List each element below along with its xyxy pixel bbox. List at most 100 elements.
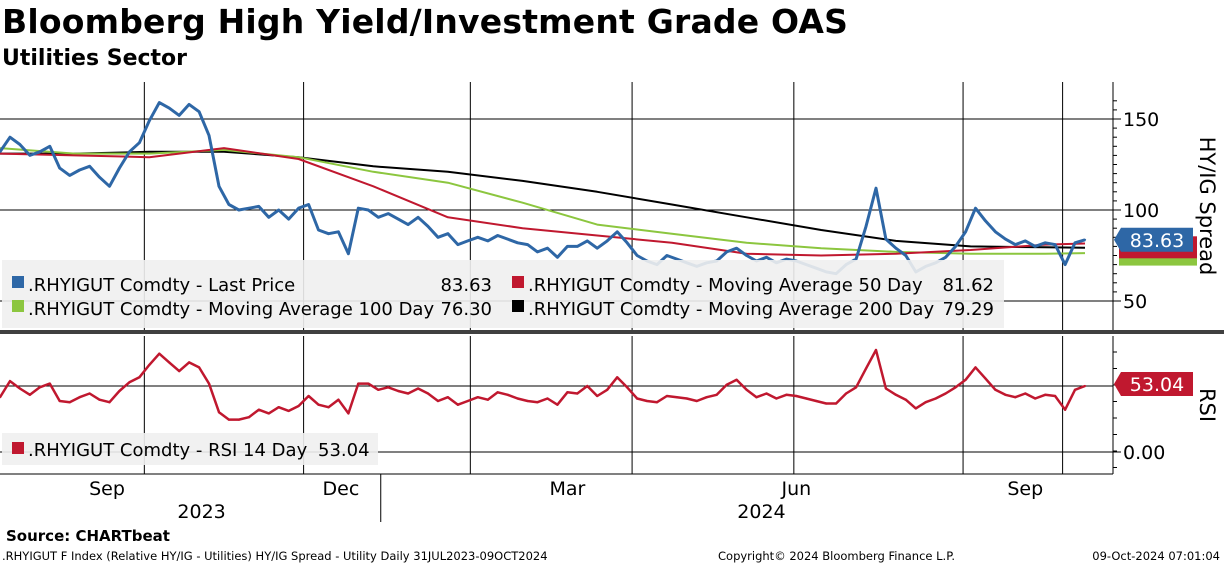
rsi-point [556,403,559,406]
rsi-point [715,393,718,396]
last-price-point [317,228,320,232]
last-price-point [725,250,728,253]
last-price-point [616,230,619,233]
legend-value: 76.30 [440,299,492,320]
rsi-point [785,393,788,396]
rsi-point [417,387,420,390]
last-price-point [874,187,878,190]
last-price-point [855,258,858,261]
rsi-legend-value: 53.04 [318,440,370,461]
series-layer [0,101,1087,421]
last-price-point [476,236,479,239]
rsi-point [566,391,569,394]
legend-label: .RHYIGUT Comdty - Moving Average 100 Day [28,299,434,320]
x-year-label: 2024 [737,501,785,523]
rsi-point [924,401,927,404]
last-price-point [287,218,290,221]
rsi-point [397,389,400,393]
last-price-value-label: 83.63 [1130,230,1184,252]
last-price-point [337,230,340,233]
last-price-point [486,239,489,242]
chart-subtitle: Utilities Sector [2,46,188,71]
last-price-point [417,216,420,219]
last-price-point [1064,263,1067,266]
last-price-point [168,107,171,110]
rsi-point [217,411,221,414]
rsi-point [1014,396,1017,399]
rsi-point [357,382,360,385]
last-price-point [217,185,221,188]
last-price-point [556,256,559,259]
rsi-point [805,397,808,400]
x-tick-label: Jun [780,478,811,500]
rsi-point [446,396,449,399]
legend-swatch [512,300,524,312]
legend-swatch [12,276,24,288]
rsi-point [1044,393,1047,396]
last-price-point [207,134,211,137]
legend-label: .RHYIGUT Comdty - Moving Average 200 Day [528,299,934,320]
y-tick-label: 150 [1123,109,1159,131]
rsi-axis-title: RSI [1195,388,1219,422]
rsi-point [506,393,509,396]
last-price-point [904,254,907,257]
rsi-point [845,392,848,395]
rsi-point [984,377,987,380]
ma50-line [0,147,1086,257]
rsi-point [436,399,440,403]
ma100-line [0,147,1086,255]
rsi-point [904,398,907,401]
last-price-point [148,119,151,122]
rsi-point [496,391,499,394]
rsi-point [795,394,798,398]
last-price-point [566,245,569,248]
rsi-point [58,399,61,403]
rsi-point [894,393,898,396]
rsi-point [705,396,708,399]
y-tick-label: 100 [1123,200,1159,222]
legend-box [2,260,1004,328]
last-price-point [586,239,589,242]
rsi-point [207,382,211,385]
rsi-point [108,401,111,404]
last-price-point [158,101,161,104]
rsi-point [456,403,459,406]
rsi-point [48,382,51,385]
last-price-point [128,150,131,153]
rsi-point [337,398,340,401]
last-price-point [626,241,629,244]
rsi-point [526,399,529,403]
last-price-point [227,203,230,206]
rsi-legend-swatch [12,442,24,454]
legend-label: .RHYIGUT Comdty - Last Price [28,275,295,296]
rsi-point [8,380,12,383]
last-price-point [984,219,987,222]
axis-layer: 150 100 50 0.00 Sep Dec Mar Jun Sep 2023 2024 HY/IG… [89,100,1219,523]
rsi-point [655,401,659,404]
legend-label: .RHYIGUT Comdty - Moving Average 50 Day [528,275,923,296]
last-price-point [357,207,360,210]
last-price-point [785,258,788,261]
rsi-point [367,382,370,385]
legend-swatch [12,300,24,312]
footer-timestamp: 09-Oct-2024 07:01:04 [1092,549,1220,563]
last-price-point [188,103,191,106]
last-price-point [974,207,977,210]
legend-layer: .RHYIGUT Comdty - Last Price 83.63 .RHYIGU… [2,260,1004,465]
last-price-point [138,141,141,144]
rsi-point [227,418,230,421]
last-price-point [28,154,31,157]
rsi-point [237,418,240,421]
rsi-value-tag [1114,372,1193,396]
last-price-point [0,150,2,153]
last-price-point [1024,239,1027,242]
rsi-point [387,386,390,389]
last-price-point [178,114,181,117]
rsi-value-label: 53.04 [1130,374,1184,396]
last-price-point [98,176,101,179]
y-axis-title: HY/IG Spread [1195,137,1219,276]
rsi-point [596,394,599,398]
rsi-point [28,393,31,396]
rsi-point [725,383,728,386]
legend-value: 79.29 [942,299,994,320]
